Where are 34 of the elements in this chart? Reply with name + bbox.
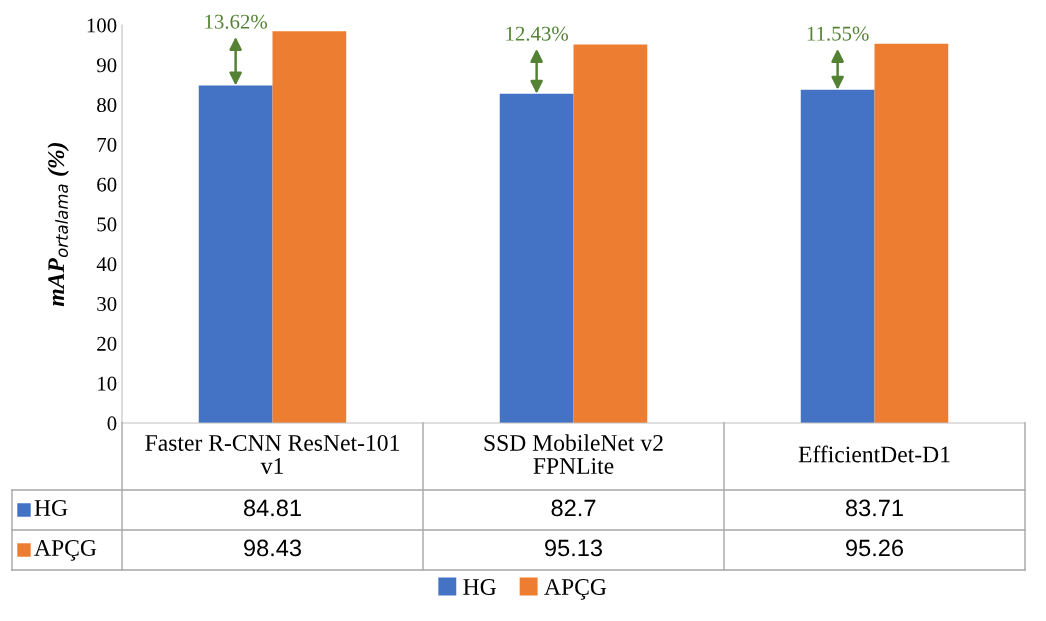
data-label: 95.26 bbox=[846, 539, 904, 557]
y-tick-label: 70 bbox=[97, 137, 117, 152]
bar bbox=[573, 44, 648, 423]
y-axis-title: mAP$_{ortalama}$ (%) bbox=[47, 142, 69, 307]
y-tick-label: 20 bbox=[97, 336, 117, 351]
text: APÇG bbox=[34, 540, 97, 561]
bar bbox=[499, 93, 574, 423]
data-label: 83.71 bbox=[845, 499, 903, 517]
bar bbox=[800, 89, 875, 423]
y-tick-label: 0 bbox=[107, 416, 117, 431]
y-tick-label: 80 bbox=[97, 97, 117, 113]
y-tick-label: 100 bbox=[87, 18, 117, 33]
y-tick-label: 30 bbox=[97, 296, 117, 312]
y-tick-label: 10 bbox=[98, 376, 117, 391]
data-label: 95.13 bbox=[545, 539, 603, 557]
bar bbox=[272, 31, 347, 423]
bar bbox=[198, 85, 273, 423]
annotation: 13.62% bbox=[205, 14, 268, 29]
y-tick-label: 50 bbox=[97, 217, 117, 232]
annotation: 12.43% bbox=[506, 26, 569, 41]
data-label: 82.7 bbox=[551, 499, 596, 517]
x-tick-label: EfficientDet-D1 bbox=[798, 445, 950, 463]
y-tick-label: 40 bbox=[96, 257, 117, 272]
legend-label: HG bbox=[34, 500, 68, 516]
legend-label: APÇG bbox=[544, 579, 607, 600]
x-tick-label: Faster R-CNN ResNet-101 v1 bbox=[145, 434, 399, 474]
data-label: 98.43 bbox=[244, 539, 302, 557]
data-label: 84.81 bbox=[243, 499, 301, 517]
y-tick-label: 90 bbox=[96, 58, 117, 73]
bar bbox=[874, 43, 949, 423]
text: HG bbox=[463, 579, 497, 595]
annotation: 11.55% bbox=[807, 26, 869, 41]
x-tick-label: SSD MobileNet v2 FPNLite bbox=[484, 434, 663, 474]
y-tick-label: 60 bbox=[97, 177, 117, 192]
